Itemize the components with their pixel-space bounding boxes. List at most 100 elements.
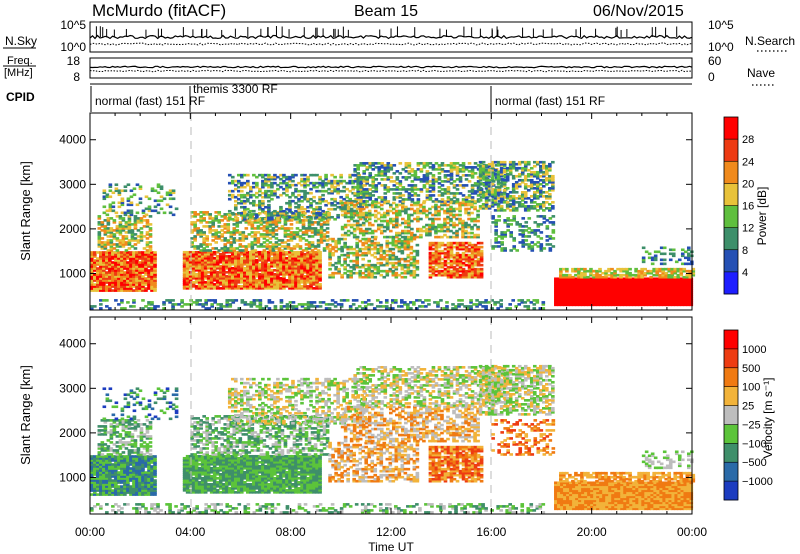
power-echo-cell <box>252 260 256 264</box>
power-echo-cell <box>524 229 529 232</box>
power-echo-cell <box>243 275 247 278</box>
power-echo-cell <box>422 162 427 165</box>
power-echo-cell <box>464 207 468 211</box>
power-echo-cell <box>253 227 258 230</box>
power-echo-cell <box>203 252 208 256</box>
power-echo-cell <box>452 261 457 265</box>
power-echo-cell <box>364 263 369 267</box>
power-echo-cell <box>193 235 197 238</box>
power-echo-cell <box>206 258 211 262</box>
power-echo-cell <box>258 268 262 272</box>
power-echo-cell <box>106 227 111 230</box>
power-echo-cell <box>410 198 415 201</box>
power-echo-cell <box>220 247 225 250</box>
power-echo-cell <box>446 245 451 249</box>
power-echo-cell <box>403 259 408 263</box>
power-echo-cell <box>490 160 495 164</box>
power-echo-cell <box>197 260 202 264</box>
power-echo-cell <box>297 262 301 266</box>
power-echo-cell <box>437 182 442 185</box>
power-echo-cell <box>385 243 390 247</box>
power-echo-cell <box>291 262 295 266</box>
power-echo-cell <box>370 239 375 243</box>
power-echo-cell <box>349 245 353 249</box>
power-echo-cell <box>150 287 154 290</box>
power-echo-cell <box>301 233 306 236</box>
power-echo-cell <box>361 203 366 207</box>
power-echo-cell <box>253 243 258 246</box>
power-echo-cell <box>246 277 250 280</box>
power-echo-cell <box>328 249 332 253</box>
power-echo-cell <box>236 264 241 268</box>
power-echo-cell <box>385 225 390 229</box>
power-echo-cell <box>532 193 537 196</box>
power-echo-cell <box>99 285 103 288</box>
power-echo-cell <box>209 258 214 262</box>
power-echo-cell <box>227 258 232 262</box>
power-echo-cell <box>264 193 268 197</box>
power-echo-cell <box>481 166 486 170</box>
power-echo-cell <box>494 231 498 234</box>
power-echo-cell <box>103 227 108 230</box>
power-echo-cell <box>206 256 211 260</box>
power-echo-cell <box>138 289 142 292</box>
power-echo-cell <box>354 177 358 181</box>
power-echo-cell <box>446 164 451 167</box>
power-echo-cell <box>358 249 363 253</box>
power-echo-cell <box>255 185 259 189</box>
power-echo-cell <box>97 221 102 224</box>
power-echo-cell <box>145 233 150 236</box>
power-echo-cell <box>106 223 111 226</box>
power-echo-cell <box>493 199 498 202</box>
power-echo-cell <box>194 260 199 264</box>
power-echo-cell <box>337 237 341 241</box>
power-echo-cell <box>141 265 145 268</box>
power-echo-cell <box>538 195 543 198</box>
power-echo-cell <box>404 170 409 173</box>
power-echo-cell <box>117 281 121 284</box>
power-echo-cell <box>310 245 315 248</box>
power-echo-cell <box>109 239 114 242</box>
power-echo-cell <box>233 287 238 290</box>
power-echo-cell <box>114 261 118 264</box>
power-echo-cell <box>292 233 297 236</box>
power-echo-cell <box>386 170 391 173</box>
power-echo-cell <box>509 231 514 234</box>
power-echo-cell <box>236 256 241 260</box>
power-echo-cell <box>412 269 417 273</box>
power-echo-cell <box>139 221 144 224</box>
power-echo-cell <box>392 219 396 223</box>
power-echo-cell <box>295 233 300 236</box>
power-echo-cell <box>371 176 376 179</box>
power-echo-cell <box>135 255 139 258</box>
power-echo-cell <box>437 205 441 209</box>
power-echo-cell <box>223 239 228 242</box>
nave-line <box>89 69 693 73</box>
power-echo-cell <box>267 173 271 177</box>
power-echo-cell <box>264 277 268 280</box>
power-echo-cell <box>413 217 417 221</box>
power-echo-cell <box>336 201 340 205</box>
power-echo-cell <box>535 209 540 212</box>
power-echo-cell <box>193 245 197 248</box>
power-echo-cell <box>135 211 140 215</box>
power-echo-cell <box>340 233 345 237</box>
power-echo-cell <box>270 260 274 264</box>
power-echo-cell <box>376 217 381 221</box>
power-echo-cell <box>431 186 436 189</box>
power-echo-cell <box>505 203 510 206</box>
power-echo-cell <box>102 279 106 282</box>
power-echo-cell <box>455 251 460 255</box>
power-echo-cell <box>313 229 318 232</box>
power-echo-cell <box>141 255 145 258</box>
power-echo-cell <box>145 245 150 248</box>
power-echo-cell <box>490 201 495 204</box>
power-echo-cell <box>419 227 423 231</box>
power-echo-cell <box>261 207 265 211</box>
power-echo-cell <box>437 271 442 275</box>
power-echo-cell <box>367 275 372 279</box>
power-echo-cell <box>255 273 259 276</box>
power-echo-cell <box>102 251 106 254</box>
power-echo-cell <box>133 221 138 224</box>
power-echo-cell <box>494 219 498 222</box>
